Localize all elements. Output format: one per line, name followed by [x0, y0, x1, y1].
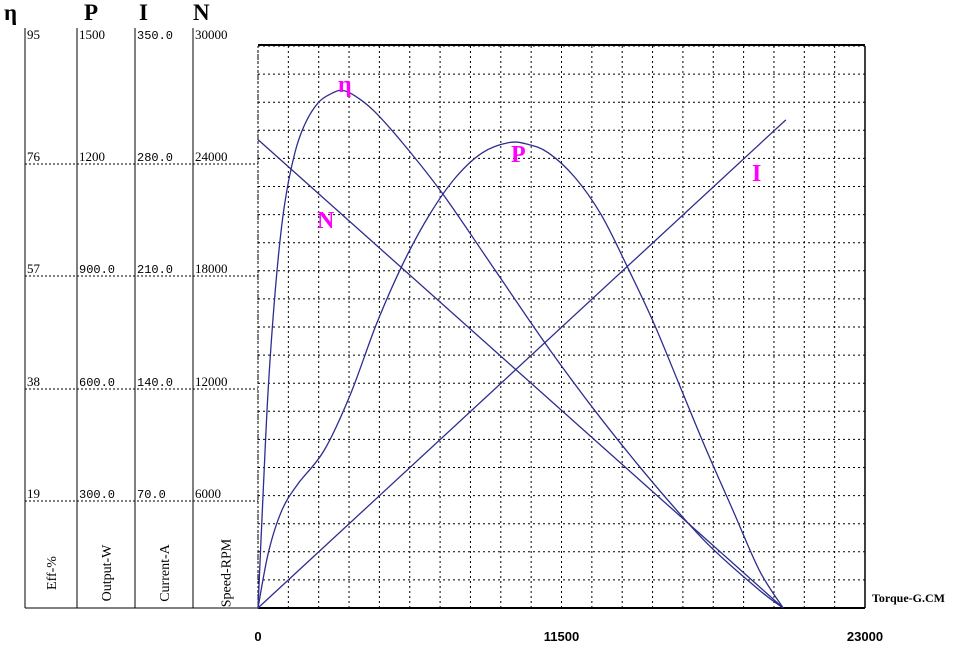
y-tick-label: 140.0 [137, 376, 173, 390]
curve-label: N [317, 208, 335, 234]
y-tick-label: 300.0 [79, 488, 115, 502]
y-tick-label: 900.0 [79, 263, 115, 277]
x-tick-label: 23000 [847, 629, 883, 644]
axis-symbol-currenta: I [139, 0, 148, 25]
curve-speedrpm [257, 139, 784, 609]
curve-currenta [257, 119, 787, 609]
axis-symbol-outputw: P [84, 0, 98, 25]
y-tick-label: 24000 [195, 149, 228, 164]
y-axis-title: Output-W [100, 544, 115, 602]
y-tick-label: 210.0 [137, 263, 173, 277]
curves [257, 89, 787, 609]
curve-outputw [257, 141, 784, 609]
y-tick-label: 600.0 [79, 376, 115, 390]
curve-label: I [752, 161, 761, 187]
y-axis-title: Eff-% [45, 556, 60, 590]
axis-panel: η 95 76 57 38 19 Eff-% P 1500 1200 900.0 600.0 300.0… [4, 0, 945, 644]
curve-eff [257, 89, 784, 609]
y-tick-label: 38 [27, 374, 40, 389]
y-tick-label: 70.0 [137, 488, 166, 502]
y-tick-label: 12000 [195, 374, 228, 389]
y-tick-label: 76 [27, 149, 41, 164]
x-tick-label: 11500 [544, 629, 579, 644]
y-tick-label: 280.0 [137, 151, 173, 165]
axis-symbol-speedrpm: N [193, 0, 210, 25]
curve-label: P [511, 142, 526, 168]
labels: η P I N [317, 72, 761, 234]
y-tick-label: 18000 [195, 261, 228, 276]
y-tick-label: 350.0 [137, 29, 173, 43]
y-tick-label: 6000 [195, 486, 221, 501]
y-tick-label: 19 [27, 486, 40, 501]
x-axis-title: Torque-G.CM [872, 591, 945, 605]
grid-lines [257, 44, 866, 609]
y-axis-title: Current-A [158, 543, 173, 601]
y-axis-title: Speed-RPM [220, 538, 235, 607]
y-tick-label: 1500 [79, 27, 105, 42]
y-tick-label: 57 [27, 261, 41, 276]
y-tick-label: 30000 [195, 27, 228, 42]
y-tick-label: 95 [27, 27, 40, 42]
y-tick-label: 1200 [79, 149, 105, 164]
x-tick-label: 0 [254, 629, 261, 644]
axis-symbol-eff: η [4, 0, 17, 25]
curve-label: η [338, 72, 352, 98]
